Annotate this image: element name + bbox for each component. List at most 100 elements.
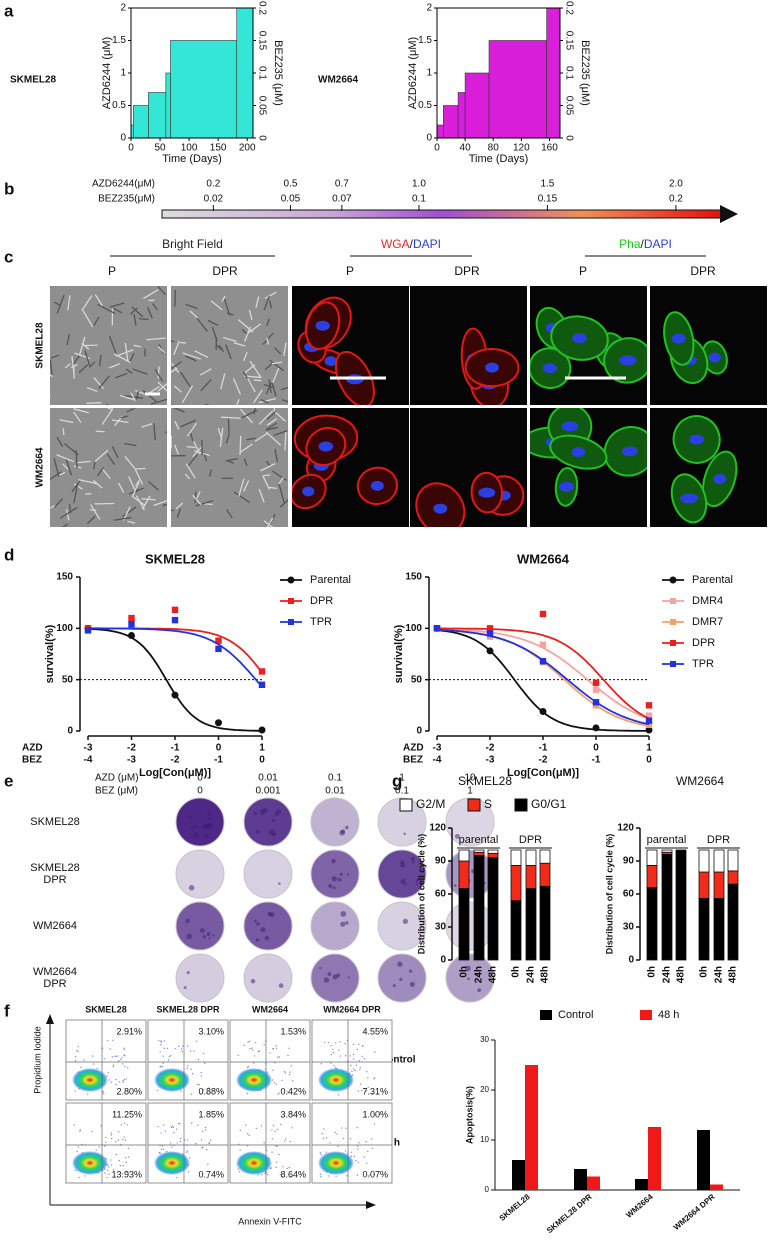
y-tick-label: 60 bbox=[435, 889, 447, 900]
step-bar bbox=[546, 7, 561, 139]
event bbox=[103, 1145, 106, 1147]
y2-axis-label: BEZ235 (μM) bbox=[579, 40, 591, 106]
bar bbox=[512, 1160, 525, 1190]
event bbox=[80, 1066, 82, 1069]
event bbox=[253, 1055, 256, 1057]
dose-label: 0.01 bbox=[325, 786, 345, 797]
cell bbox=[73, 484, 79, 504]
cell bbox=[81, 342, 90, 350]
legend-label: DPR bbox=[692, 637, 715, 649]
step-bar bbox=[436, 124, 444, 139]
title-part: / bbox=[410, 237, 414, 251]
colony bbox=[262, 807, 268, 813]
row-label: SKMEL28 bbox=[30, 816, 80, 828]
cell bbox=[70, 363, 78, 369]
y2-tick-label: 0 bbox=[256, 135, 267, 141]
data-point bbox=[645, 726, 653, 734]
y-tick-label: 0 bbox=[416, 726, 422, 737]
event bbox=[74, 1090, 76, 1092]
event bbox=[95, 1149, 97, 1151]
nucleus bbox=[671, 333, 686, 344]
event bbox=[178, 1045, 180, 1048]
cell bbox=[217, 427, 222, 438]
colony bbox=[191, 825, 194, 829]
event bbox=[354, 1069, 356, 1072]
event bbox=[284, 1072, 287, 1074]
cell bbox=[142, 389, 157, 403]
event bbox=[273, 1082, 276, 1084]
event bbox=[190, 1093, 193, 1095]
micrograph bbox=[50, 286, 167, 405]
event bbox=[247, 1041, 249, 1043]
event bbox=[260, 1173, 263, 1176]
y2-tick-label: 0.1 bbox=[563, 66, 574, 80]
event bbox=[206, 1177, 208, 1179]
event bbox=[106, 1176, 108, 1179]
x2-tick-label: -3 bbox=[127, 755, 136, 766]
data-point bbox=[171, 616, 179, 624]
panel-letter: e bbox=[4, 771, 13, 790]
colony bbox=[399, 977, 403, 981]
event bbox=[156, 1089, 159, 1091]
cell bbox=[200, 379, 212, 392]
cell bbox=[132, 481, 140, 497]
y-tick-label: 20 bbox=[480, 1085, 489, 1094]
image-content bbox=[530, 408, 647, 527]
event bbox=[366, 1162, 368, 1165]
colony bbox=[206, 932, 211, 936]
data-point bbox=[128, 632, 135, 640]
bar-segment bbox=[510, 900, 522, 961]
quadrant-percent: 3.10% bbox=[198, 1026, 224, 1036]
legend-label: TPR bbox=[310, 616, 332, 628]
colony bbox=[392, 984, 396, 988]
colony bbox=[186, 933, 193, 940]
x-tick-label: 0h bbox=[647, 966, 658, 978]
y-tick-label: 1.5 bbox=[418, 35, 432, 46]
y2-tick-label: 0.15 bbox=[563, 31, 574, 51]
colony bbox=[193, 832, 199, 838]
cell bbox=[274, 411, 286, 422]
colony bbox=[453, 884, 457, 887]
cell bbox=[50, 495, 51, 496]
nucleus bbox=[370, 480, 384, 491]
cell bbox=[93, 461, 96, 470]
plate-well bbox=[445, 953, 495, 1003]
cell bbox=[65, 458, 73, 476]
event bbox=[96, 1067, 98, 1070]
event bbox=[283, 1070, 286, 1073]
event bbox=[119, 1165, 122, 1167]
dose-label: 0 bbox=[197, 773, 203, 784]
event bbox=[374, 1051, 376, 1053]
event bbox=[91, 1055, 94, 1057]
cell bbox=[239, 443, 253, 454]
cell bbox=[143, 289, 159, 299]
event bbox=[114, 1055, 116, 1058]
event bbox=[334, 1131, 336, 1134]
event bbox=[208, 1142, 211, 1145]
cell bbox=[236, 398, 240, 405]
event bbox=[170, 1055, 172, 1057]
nucleus bbox=[713, 473, 727, 484]
legend-swatch bbox=[467, 798, 481, 812]
cell bbox=[199, 368, 212, 376]
bar-segment bbox=[539, 885, 551, 961]
colony bbox=[410, 856, 415, 862]
cell bbox=[175, 502, 184, 510]
cell bbox=[263, 295, 270, 311]
event bbox=[76, 1150, 78, 1153]
cell bbox=[247, 378, 256, 393]
cell bbox=[141, 498, 156, 501]
x-tick-label: SKMEL28 DPR bbox=[545, 1192, 594, 1235]
event bbox=[284, 1138, 287, 1140]
event bbox=[362, 1045, 364, 1047]
event bbox=[91, 1130, 93, 1133]
event bbox=[104, 1172, 106, 1174]
cell bbox=[227, 418, 230, 434]
cell bbox=[186, 453, 198, 468]
cell bbox=[50, 505, 56, 509]
plot-frame bbox=[311, 1102, 393, 1184]
bar-segment bbox=[727, 870, 739, 885]
x-tick-label: 48h bbox=[488, 966, 499, 983]
cell bbox=[174, 444, 179, 455]
